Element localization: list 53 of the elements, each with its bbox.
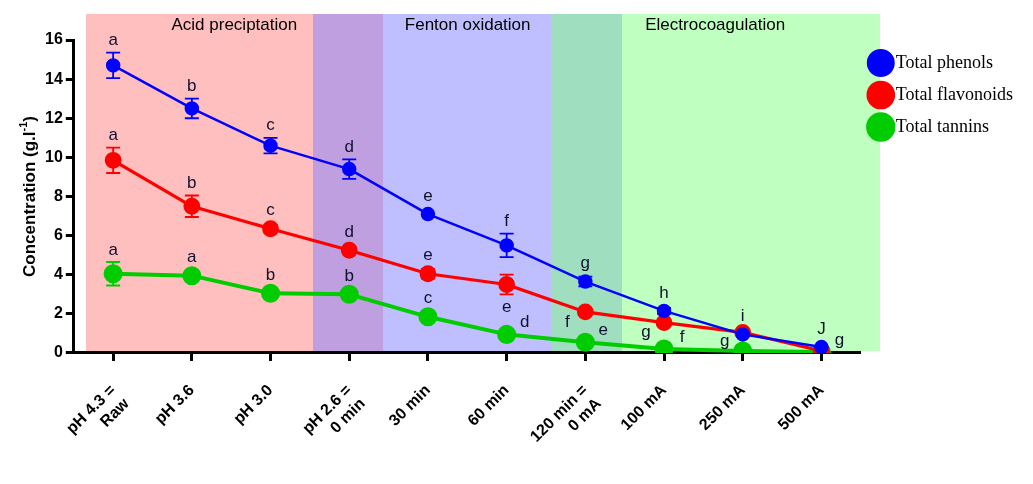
data-label: b [187, 173, 197, 193]
y-tick-label: 10 [45, 147, 63, 165]
text: Fenton oxidation [404, 15, 531, 35]
data-label: a [187, 247, 198, 267]
y-axis-title: Concentration (g.l-1) [17, 116, 39, 277]
x-tick-label: 500 mA [774, 380, 827, 434]
y-tick-label: 14 [45, 69, 63, 87]
data-label: i [740, 306, 745, 326]
x-tick-label: pH 3.0 [229, 380, 276, 427]
data-label: d [519, 312, 530, 332]
data-label: f [504, 211, 510, 231]
data-label: g [641, 322, 651, 342]
data-label: c [423, 288, 433, 308]
x-tick-label: 120 min = 0 mA [526, 380, 605, 445]
text: Electrocoagulation [645, 15, 786, 35]
data-label: d [344, 221, 354, 241]
x-tick-label: 60 min [464, 380, 512, 429]
data-label: e [598, 319, 609, 339]
legend-label: Total phenols [895, 51, 994, 72]
y-tick-label: 2 [53, 304, 63, 322]
x-tick-label: 100 mA [617, 380, 670, 434]
data-label: h [659, 282, 669, 302]
data-label: e [501, 296, 512, 316]
data-label: c [266, 200, 276, 220]
y-tick-label: 12 [45, 108, 63, 126]
legend-label: Total tannins [895, 115, 990, 136]
y-tick-label: 16 [45, 30, 63, 48]
text: Acid preciptation [171, 15, 298, 35]
data-label: a [108, 125, 119, 145]
data-label: a [108, 239, 119, 259]
y-tick-label: 6 [53, 226, 63, 244]
x-tick-label: pH 2.6 = 0 min [298, 380, 369, 437]
data-label: b [344, 265, 354, 285]
data-label: e [423, 185, 433, 205]
y-tick-label: 8 [53, 186, 63, 204]
data-label: f [564, 311, 570, 331]
legend-label: Total flavonoids [895, 83, 1014, 104]
data-label: b [265, 264, 276, 284]
y-tick-label: 0 [53, 343, 63, 361]
data-label: J [817, 318, 826, 338]
x-tick-label: 250 mA [695, 380, 749, 434]
data-label: g [834, 329, 845, 349]
y-tick-label: 4 [53, 265, 63, 283]
data-label: c [266, 115, 276, 135]
data-label: b [187, 76, 197, 96]
data-label: a [108, 30, 119, 50]
x-tick-label: 30 min [385, 380, 434, 429]
data-label: f [679, 326, 685, 346]
data-label: g [720, 330, 730, 350]
x-tick-label: pH 3.6 [151, 380, 198, 427]
data-label: e [423, 245, 433, 265]
data-label: d [344, 137, 354, 156]
data-label: g [580, 253, 591, 273]
